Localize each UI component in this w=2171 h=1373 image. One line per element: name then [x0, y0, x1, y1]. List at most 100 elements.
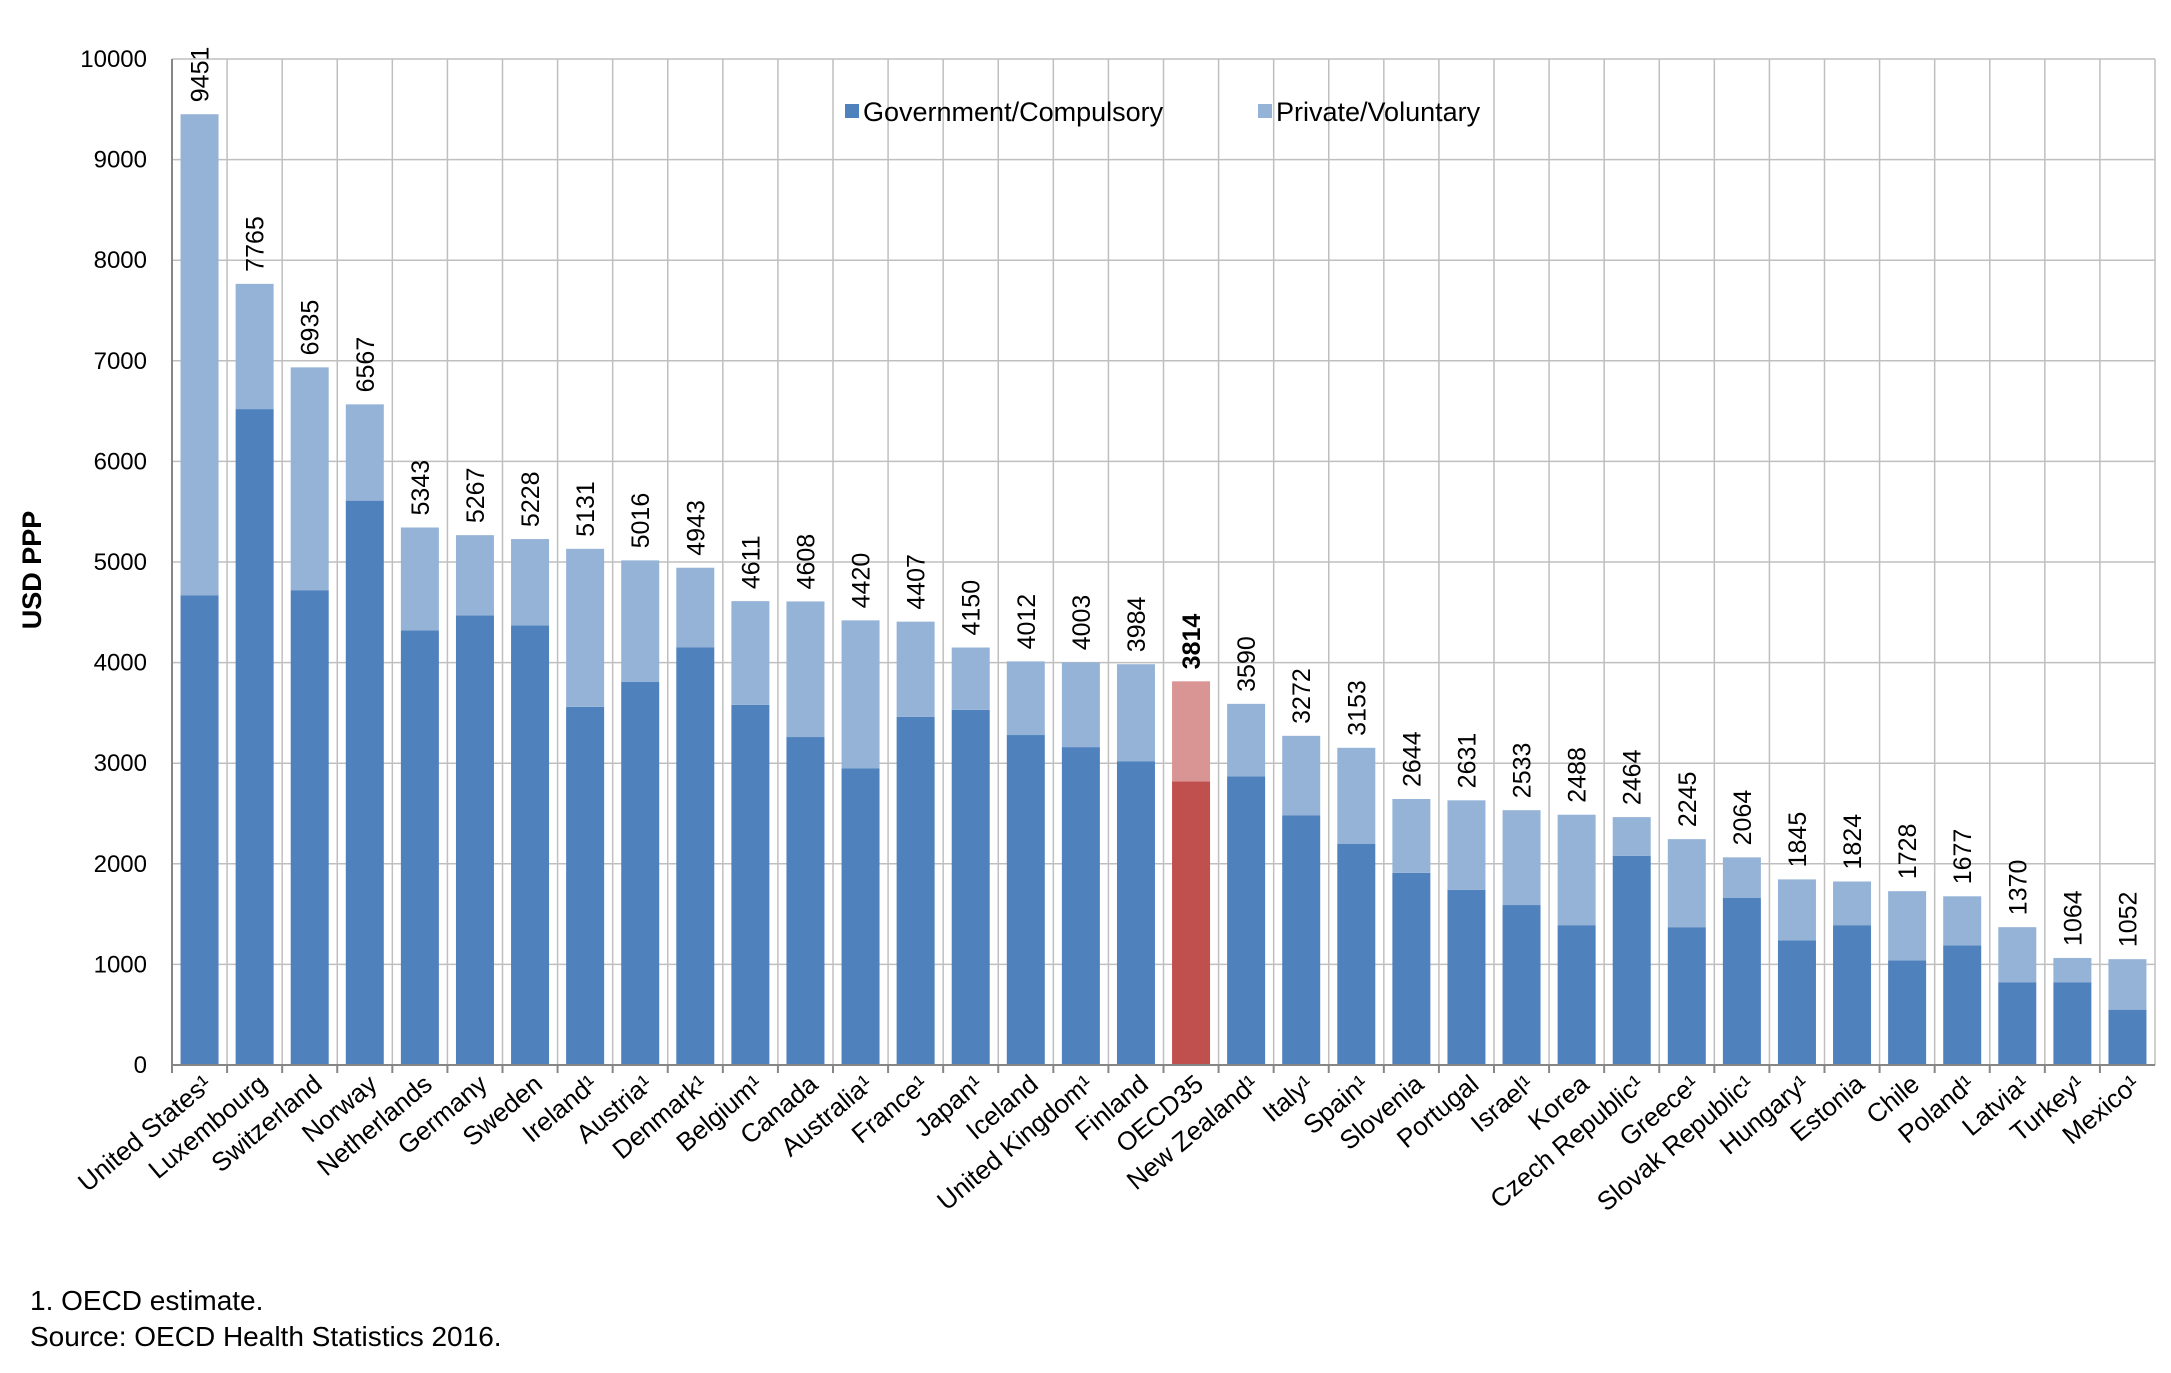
y-tick-label: 8000: [94, 247, 147, 274]
bar-government: [1392, 872, 1431, 1065]
bar-government: [676, 647, 715, 1065]
data-label-total: 1728: [1894, 824, 1922, 880]
bar-private: [1722, 857, 1761, 899]
y-tick-label: 9000: [94, 147, 147, 174]
bar-private: [1172, 681, 1211, 782]
bar-private: [1888, 891, 1927, 961]
data-label-total: 4420: [848, 553, 876, 609]
footnote-source: Source: OECD Health Statistics 2016.: [30, 1321, 502, 1352]
legend-swatch: [845, 104, 859, 118]
data-label-total: 1845: [1784, 812, 1812, 868]
data-label-total: 1370: [2004, 860, 2032, 916]
bar-private: [1943, 896, 1982, 946]
data-label-total: 9451: [187, 47, 215, 103]
data-label-total: 1052: [2114, 892, 2142, 948]
bar-government: [1447, 889, 1486, 1065]
data-label-total: 4150: [958, 580, 986, 636]
bar-private: [2053, 957, 2092, 983]
bar-private: [951, 647, 990, 710]
data-label-total: 2631: [1453, 733, 1481, 789]
bar-government: [1998, 982, 2037, 1065]
data-label-total: 2064: [1729, 790, 1757, 846]
bar-private: [1833, 881, 1872, 926]
bar-government: [1722, 898, 1761, 1065]
data-label-total: 7765: [242, 216, 270, 272]
data-label-total: 5228: [517, 471, 545, 527]
footnotes: 1. OECD estimate. Source: OECD Health St…: [30, 1283, 502, 1355]
bar-private: [566, 548, 605, 707]
bar-government: [455, 615, 494, 1065]
data-label-total: 1677: [1949, 829, 1977, 885]
footnote-estimate: 1. OECD estimate.: [30, 1285, 264, 1316]
data-label-total: 4611: [737, 535, 765, 589]
y-axis-label: USD PPP: [17, 511, 47, 630]
bar-government: [1943, 945, 1982, 1065]
bar-private: [1006, 661, 1045, 736]
bar-private: [1777, 879, 1816, 941]
data-label-total: 2245: [1674, 772, 1702, 828]
bar-government: [731, 704, 770, 1065]
data-label-total: 1824: [1839, 814, 1867, 870]
x-tick-label: Israel¹: [1465, 1068, 1540, 1138]
bar-private: [290, 367, 329, 591]
y-tick-label: 1000: [94, 951, 147, 978]
bar-private: [676, 567, 715, 648]
data-label-total: 4012: [1013, 594, 1041, 650]
bar-government: [400, 630, 439, 1065]
bar-private: [1557, 814, 1596, 926]
bar-private: [1116, 664, 1155, 762]
data-label-total: 4003: [1068, 595, 1096, 651]
data-label-total: 1064: [2059, 890, 2087, 946]
bar-government: [841, 768, 880, 1065]
bar-government: [290, 590, 329, 1065]
bar-government: [2053, 982, 2092, 1065]
y-tick-label: 6000: [94, 448, 147, 475]
bar-private: [786, 601, 825, 738]
data-label-total: 4608: [792, 534, 820, 590]
y-tick-label: 7000: [94, 348, 147, 375]
bar-private: [1447, 800, 1486, 890]
legend-label: Government/Compulsory: [863, 97, 1164, 127]
legend: Government/Compulsory Private/Voluntary: [845, 97, 1481, 127]
bar-government: [621, 681, 660, 1065]
bar-private: [1998, 927, 2037, 983]
bar-private: [1392, 799, 1431, 873]
bar-private: [1337, 747, 1376, 844]
bar-government: [1833, 925, 1872, 1065]
data-label-total: 4407: [903, 554, 931, 610]
data-label-total: 3984: [1123, 596, 1151, 652]
bar-private: [345, 404, 384, 501]
y-axis: 0 1000 2000 3000 4000 5000 6000 7000 8000 9000 100…: [80, 46, 173, 1079]
bar-private: [235, 283, 274, 410]
data-label-total: 3814: [1178, 614, 1206, 670]
y-tick-label: 5000: [94, 549, 147, 576]
health-expenditure-chart: 0 1000 2000 3000 4000 5000 6000 7000 8000 9000 100…: [17, 46, 2156, 1217]
bar-private: [2108, 959, 2147, 1010]
bar-government: [1116, 761, 1155, 1065]
bar-government: [566, 706, 605, 1065]
bar-government: [951, 709, 990, 1065]
legend-label: Private/Voluntary: [1276, 97, 1481, 127]
bar-government: [235, 409, 274, 1065]
bar-private: [1061, 662, 1100, 748]
legend-swatch: [1258, 104, 1272, 118]
y-tick-label: 4000: [94, 650, 147, 677]
data-label-total: 2533: [1509, 743, 1537, 799]
bars: 9451 7765 6935 6567 5343 5267 5228 5131 5016 4943…: [180, 47, 2147, 1065]
y-tick-label: 2000: [94, 851, 147, 878]
bar-government: [180, 595, 219, 1065]
y-tick-label: 3000: [94, 750, 147, 777]
data-label-total: 2644: [1398, 731, 1426, 787]
bar-government: [786, 737, 825, 1065]
bar-government: [1172, 781, 1211, 1065]
data-label-total: 4943: [682, 500, 710, 556]
bar-government: [1282, 815, 1321, 1065]
x-axis: United States¹LuxembourgSwitzerlandNorwa…: [72, 1064, 2155, 1217]
bar-government: [1777, 940, 1816, 1065]
data-label-total: 5343: [407, 460, 435, 516]
bar-government: [2108, 1009, 2147, 1065]
data-label-total: 3153: [1343, 680, 1371, 736]
data-label-total: 2464: [1619, 749, 1647, 805]
bar-private: [841, 620, 880, 769]
bar-private: [455, 535, 494, 616]
